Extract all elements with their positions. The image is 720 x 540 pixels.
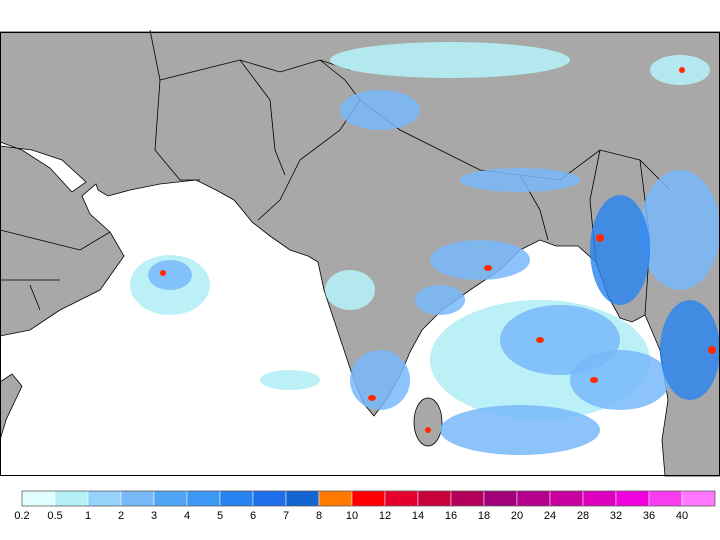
legend-label: 28 (577, 510, 589, 522)
legend-swatch (87, 490, 122, 507)
legend-swatch (186, 490, 221, 507)
land (0, 31, 720, 477)
legend-label: 7 (283, 510, 289, 522)
legend-label: 2 (118, 510, 124, 522)
legend-swatch (153, 490, 188, 507)
legend-swatch (483, 490, 518, 507)
legend-swatch (252, 490, 287, 507)
legend-swatch (516, 490, 551, 507)
legend-label: 0.5 (47, 510, 62, 522)
legend-label: 16 (445, 510, 457, 522)
legend-label: 6 (250, 510, 256, 522)
legend-swatch (21, 490, 56, 507)
legend-label: 5 (217, 510, 223, 522)
legend-label: 3 (151, 510, 157, 522)
legend-swatch (450, 490, 485, 507)
legend-swatch (285, 490, 320, 507)
legend-swatch (549, 490, 584, 507)
rain-areas (130, 42, 720, 455)
legend-swatch (351, 490, 386, 507)
legend-swatch (219, 490, 254, 507)
legend-label: 20 (511, 510, 523, 522)
legend-swatch (681, 490, 716, 507)
color-legend: 0.2 0.5 1 2 3 4 5 6 7 8 10 12 14 16 18 20 24 28 32 36 40 (14, 490, 716, 522)
sri-lanka (413, 397, 443, 447)
legend-label: 12 (379, 510, 391, 522)
legend-frame (21, 490, 716, 507)
legend-label: 14 (412, 510, 424, 522)
legend-label: 0.2 (14, 510, 29, 522)
legend-label: 18 (478, 510, 490, 522)
legend-label: 10 (346, 510, 358, 522)
legend-label: 40 (676, 510, 688, 522)
legend-swatch (54, 490, 89, 507)
persian-gulf (0, 141, 87, 193)
legend-swatch (384, 490, 419, 507)
legend-swatch (615, 490, 650, 507)
legend-label: 36 (643, 510, 655, 522)
map (0, 29, 720, 477)
legend-swatch (582, 490, 617, 507)
legend-swatch (318, 490, 353, 507)
horn-of-africa (0, 373, 23, 441)
legend-swatch (120, 490, 155, 507)
legend-swatch (648, 490, 683, 507)
legend-swatch (417, 490, 452, 507)
legend-label: 1 (85, 510, 91, 522)
legend-label: 8 (316, 510, 322, 522)
legend-label: 24 (544, 510, 556, 522)
legend-label: 4 (184, 510, 190, 522)
legend-label: 32 (610, 510, 622, 522)
